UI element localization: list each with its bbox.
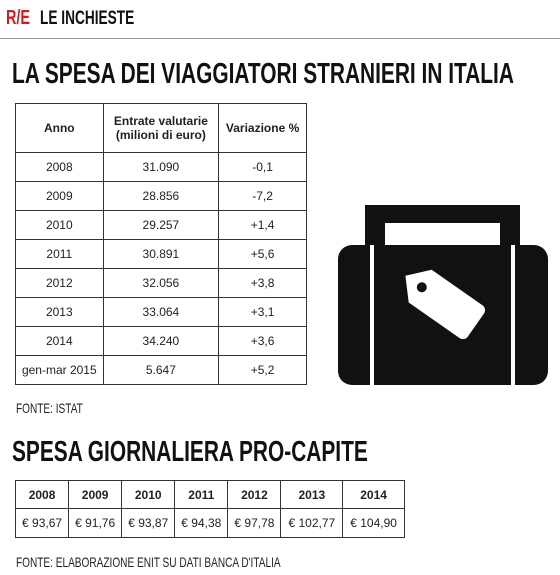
table-row: 2009 28.856 -7,2 <box>15 181 307 211</box>
table-cell: +3,8 <box>218 268 307 298</box>
table-cell: 2009 <box>15 181 104 211</box>
value-cell: € 102,77 <box>280 508 344 538</box>
table-cell: +3,6 <box>218 326 307 356</box>
table-cell: +3,1 <box>218 297 307 327</box>
year-header: 2009 <box>68 480 123 509</box>
table-cell: gen-mar 2015 <box>15 355 104 385</box>
table-cell: 2012 <box>15 268 104 298</box>
source: FONTE: ISTAT <box>16 400 83 416</box>
section-name: LE INCHIESTE <box>40 8 135 29</box>
header-row: Anno Entrate valutarie (milioni di euro) V… <box>15 103 307 153</box>
header-row: 2008 2009 2010 2011 2012 2013 2014 <box>14 480 405 509</box>
year-header: 2014 <box>342 480 405 509</box>
table-cell: -0,1 <box>218 152 307 182</box>
title-2: SPESA GIORNALIERA PRO-CAPITE <box>12 436 368 468</box>
year-header: 2012 <box>227 480 282 509</box>
table-row: 2012 32.056 +3,8 <box>15 268 307 298</box>
title: LA SPESA DEI VIAGGIATORI STRANIERI IN IT… <box>12 58 514 90</box>
table-cell: 2013 <box>15 297 104 327</box>
table-row: 2008 31.090 -0,1 <box>15 152 307 182</box>
value-cell: € 91,76 <box>68 508 123 538</box>
year-header: 2008 <box>14 480 70 509</box>
year-header: 2011 <box>174 480 229 509</box>
table-cell: 2011 <box>15 239 104 269</box>
table-cell: 33.064 <box>102 297 220 327</box>
divider <box>0 38 560 39</box>
daily-spend-table: 2008 2009 2010 2011 2012 2013 2014 € 93,67 € 91,… <box>14 480 405 538</box>
value-row: € 93,67 € 91,76 € 93,87 € 94,38 € 97,78 € 102… <box>14 508 405 538</box>
year-header: 2010 <box>121 480 176 509</box>
table-cell: +1,4 <box>218 210 307 240</box>
value-cell: € 93,87 <box>121 508 176 538</box>
value-cell: € 104,90 <box>342 508 405 538</box>
value-cell: € 93,67 <box>14 508 70 538</box>
year-header: 2013 <box>280 480 344 509</box>
table-cell: 30.891 <box>102 239 220 269</box>
column-header: Anno <box>15 103 104 153</box>
logo: R/E <box>6 7 31 29</box>
table-cell: 2014 <box>15 326 104 356</box>
table-cell: 5.647 <box>102 355 220 385</box>
table-row: 2014 34.240 +3,6 <box>15 326 307 356</box>
source-2: FONTE: ELABORAZIONE ENIT SU DATI BANCA D… <box>16 554 281 570</box>
table-cell: -7,2 <box>218 181 307 211</box>
suitcase-icon <box>338 205 548 385</box>
table-cell: 34.240 <box>102 326 220 356</box>
table-cell: 29.257 <box>102 210 220 240</box>
table-row: 2010 29.257 +1,4 <box>15 210 307 240</box>
table-cell: 28.856 <box>102 181 220 211</box>
table-cell: +5,6 <box>218 239 307 269</box>
value-cell: € 97,78 <box>227 508 282 538</box>
table-cell: +5,2 <box>218 355 307 385</box>
table-cell: 2008 <box>15 152 104 182</box>
table-cell: 2010 <box>15 210 104 240</box>
data-table: Anno Entrate valutarie (milioni di euro) V… <box>15 103 307 385</box>
table-cell: 31.090 <box>102 152 220 182</box>
table-row: gen-mar 2015 5.647 +5,2 <box>15 355 307 385</box>
table-row: 2013 33.064 +3,1 <box>15 297 307 327</box>
value-cell: € 94,38 <box>174 508 229 538</box>
table-cell: 32.056 <box>102 268 220 298</box>
column-header: Variazione % <box>218 103 307 153</box>
table-row: 2011 30.891 +5,6 <box>15 239 307 269</box>
column-header: Entrate valutarie (milioni di euro) <box>102 103 220 153</box>
